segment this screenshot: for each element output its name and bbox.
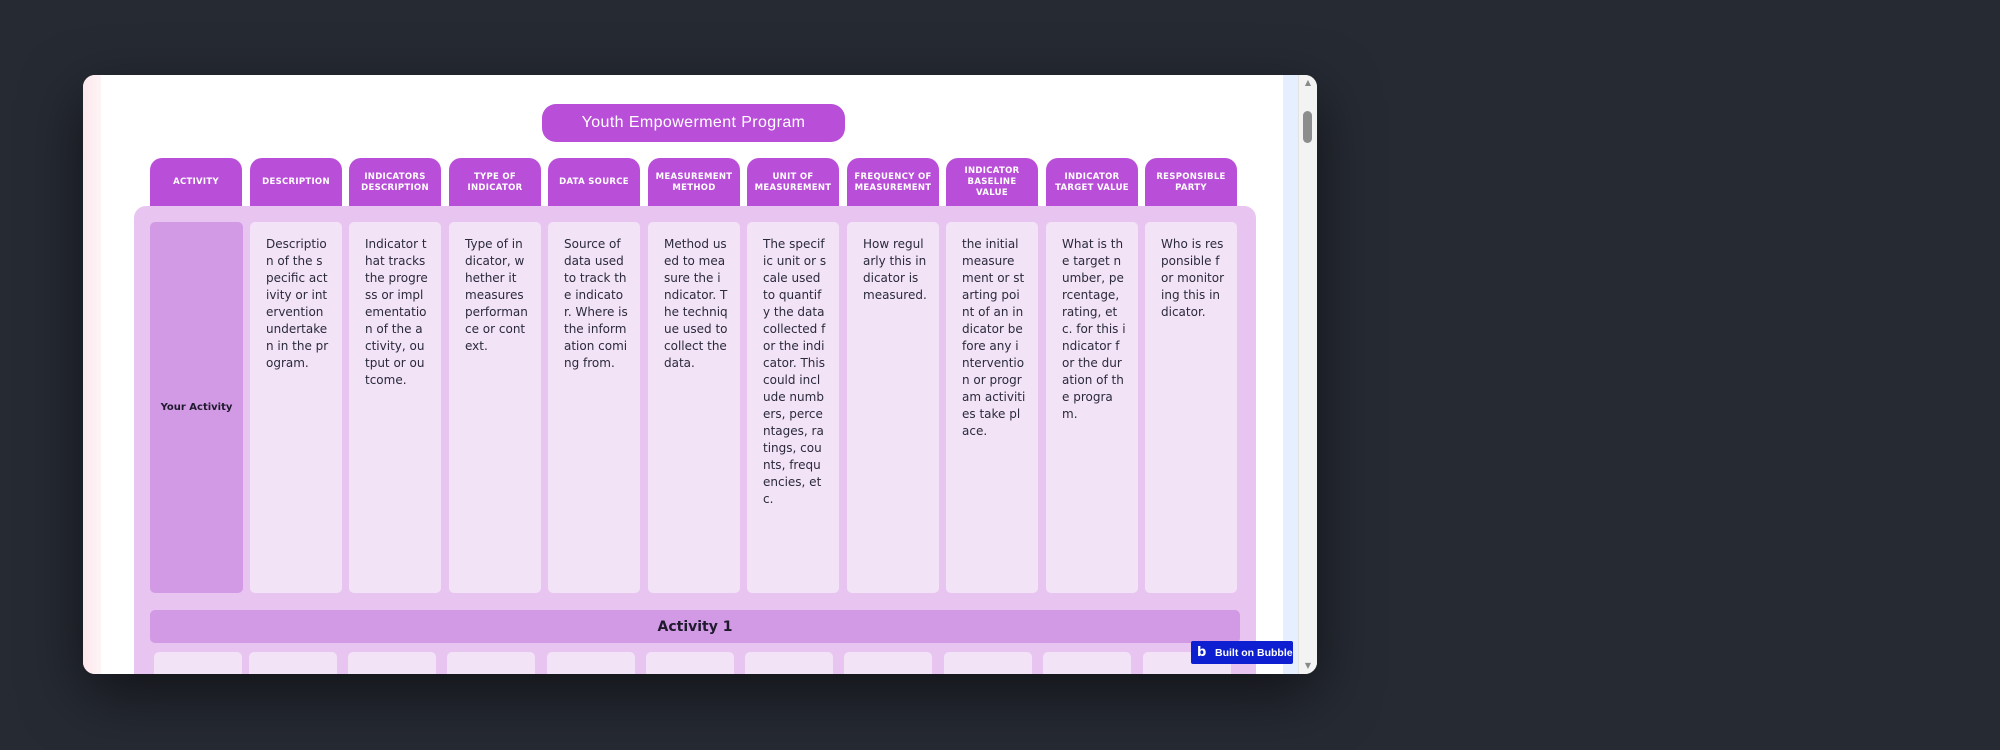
program-title: Youth Empowerment Program (542, 104, 845, 142)
browser-window: Youth Empowerment Program ACTIVITY DESCR… (83, 75, 1317, 674)
indicators-description-cell: Indicator that tracks the progress or im… (349, 222, 441, 593)
next-row-cell (249, 652, 337, 674)
scroll-up-arrow-icon[interactable]: ▲ (1304, 78, 1312, 87)
column-header-frequency-of-measurement: FREQUENCY OF MEASUREMENT (847, 158, 939, 207)
column-header-indicator-target-value: INDICATOR TARGET VALUE (1046, 158, 1138, 207)
next-row-cell (447, 652, 535, 674)
next-row-cell (745, 652, 833, 674)
activity-section-banner[interactable]: Activity 1 (150, 610, 1240, 643)
column-header-description: DESCRIPTION (250, 158, 342, 207)
built-on-bubble-label: Built on Bubble (1215, 646, 1293, 659)
column-header-type-of-indicator: TYPE OF INDICATOR (449, 158, 541, 207)
description-cell: Description of the specific activity or … (250, 222, 342, 593)
next-row-cell (646, 652, 734, 674)
frequency-of-measurement-cell: How regularly this indicator is measured… (847, 222, 939, 593)
column-header-measurement-method: MEASUREMENT METHOD (648, 158, 740, 207)
vertical-scrollbar[interactable]: ▲ ▼ (1298, 75, 1317, 674)
scrollbar-thumb[interactable] (1303, 111, 1312, 143)
indicator-target-value-cell: What is the target number, percentage, r… (1046, 222, 1138, 593)
activity-name-cell: Your Activity (150, 222, 243, 593)
measurement-method-cell: Method used to measure the indicator. Th… (648, 222, 740, 593)
next-row-cell (154, 652, 242, 674)
type-of-indicator-cell: Type of indicator, whether it measures p… (449, 222, 541, 593)
next-row-cell (547, 652, 635, 674)
next-row-cell (348, 652, 436, 674)
column-header-unit-of-measurement: UNIT OF MEASUREMENT (747, 158, 839, 207)
next-row-cell (944, 652, 1032, 674)
column-header-activity: ACTIVITY (150, 158, 242, 207)
bubble-logo-icon: b (1197, 645, 1207, 660)
responsible-party-cell: Who is responsible for monitoring this i… (1145, 222, 1237, 593)
column-header-responsible-party: RESPONSIBLE PARTY (1145, 158, 1237, 207)
unit-of-measurement-cell: The specific unit or scale used to quant… (747, 222, 839, 593)
indicator-baseline-value-cell: the initial measurement or starting poin… (946, 222, 1038, 593)
next-row-cell (844, 652, 932, 674)
column-header-indicators-description: INDICATORS DESCRIPTION (349, 158, 441, 207)
column-header-indicator-baseline-value: INDICATOR BASELINE VALUE (946, 158, 1038, 207)
next-row-cell (1043, 652, 1131, 674)
column-header-data-source: DATA SOURCE (548, 158, 640, 207)
left-edge-strip (83, 75, 101, 674)
scroll-down-arrow-icon[interactable]: ▼ (1304, 661, 1312, 670)
data-source-cell: Source of data used to track the indicat… (548, 222, 640, 593)
right-edge-strip (1283, 75, 1299, 674)
built-on-bubble-badge[interactable]: b Built on Bubble (1191, 641, 1293, 664)
